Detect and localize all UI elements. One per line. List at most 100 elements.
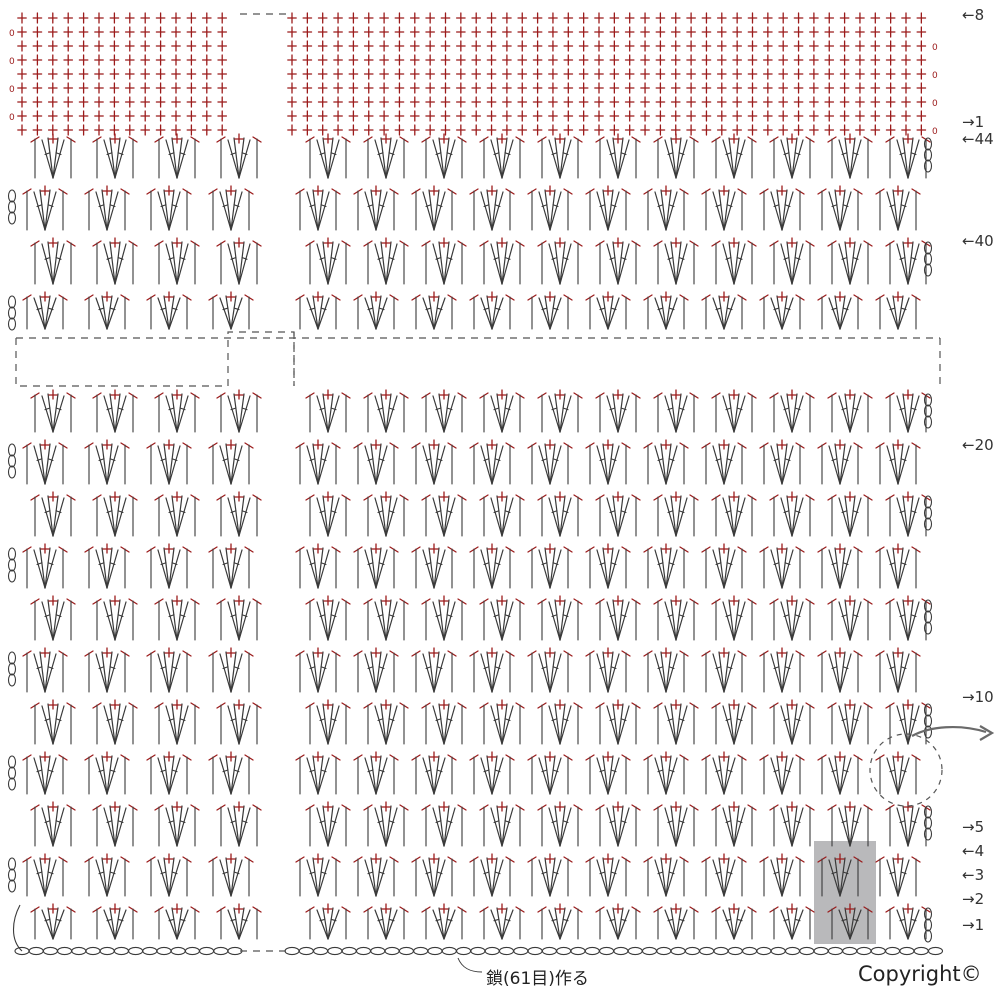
sc-stitch	[317, 12, 328, 24]
sc-stitch	[655, 26, 666, 38]
sc-stitch	[17, 54, 27, 66]
chain-stitch	[170, 946, 186, 956]
sc-stitch	[916, 54, 927, 66]
sc-stitch	[870, 40, 881, 52]
repeat-highlight	[814, 841, 876, 944]
sc-stitch	[609, 68, 620, 80]
sc-stitch	[409, 40, 420, 52]
sc-stitch	[302, 68, 313, 80]
sc-stitch	[47, 124, 58, 136]
sc-stitch	[17, 40, 27, 52]
fan-stitch	[711, 133, 757, 179]
fan-stitch	[216, 801, 262, 847]
fan-stitch	[885, 237, 931, 285]
sc-stitch	[171, 96, 181, 108]
sc-stitch	[793, 68, 804, 80]
row-label-20: ←20	[962, 436, 994, 454]
chain-stitch	[570, 946, 586, 956]
sc-stitch	[32, 110, 43, 122]
sc-stitch	[578, 96, 589, 108]
sc-stitch	[140, 68, 151, 80]
sc-stitch	[716, 96, 727, 108]
sc-stitch	[624, 124, 635, 136]
fan-stitch	[30, 491, 76, 537]
sc-stitch	[716, 68, 727, 80]
fan-stitch	[353, 291, 399, 330]
sc-stitch	[916, 82, 927, 94]
sc-stitch	[885, 82, 896, 94]
sc-stitch	[124, 110, 135, 122]
fan-stitch	[643, 647, 689, 693]
sc-stitch	[333, 110, 343, 122]
sc-stitch	[317, 82, 328, 94]
sc-stitch	[47, 12, 58, 24]
sc-stitch	[47, 82, 58, 94]
sc-stitch	[548, 110, 558, 122]
sc-stitch	[655, 110, 666, 122]
chain-stitch	[441, 946, 457, 956]
fan-stitch	[92, 903, 138, 940]
chain-stitch	[313, 946, 329, 956]
sc-stitch	[440, 124, 451, 136]
sc-stitch	[440, 26, 451, 38]
sc-stitch	[870, 68, 881, 80]
sc-stitch	[670, 26, 681, 38]
sc-stitch	[440, 82, 451, 94]
fan-stitch	[701, 543, 747, 589]
sc-stitch	[839, 96, 850, 108]
sc-stitch	[686, 82, 696, 94]
sc-stitch	[124, 40, 135, 52]
fan-stitch	[537, 595, 583, 641]
sc-stitch	[471, 54, 482, 66]
sc-stitch	[409, 82, 420, 94]
sc-stitch	[855, 110, 865, 122]
foundation-chain	[12, 904, 944, 973]
sc-stitch	[763, 110, 773, 122]
sc-stitch	[563, 96, 574, 108]
fan-stitch	[479, 133, 525, 179]
sc-stitch	[455, 54, 466, 66]
fan-stitch	[885, 491, 931, 537]
sc-stitch	[763, 54, 773, 66]
sc-stitch	[394, 26, 405, 38]
fan-stitch	[585, 185, 631, 231]
sc-stitch	[317, 110, 328, 122]
fan-stitch	[585, 647, 631, 693]
sc-stitch	[824, 68, 835, 80]
sc-stitch	[78, 96, 89, 108]
chain-stitch	[28, 946, 44, 956]
sc-stitch	[94, 40, 104, 52]
sc-stitch	[440, 12, 451, 24]
sc-stitch	[548, 96, 558, 108]
sc-stitch	[640, 96, 650, 108]
sc-stitch	[201, 68, 212, 80]
sc-stitch	[640, 26, 650, 38]
sc-stitch	[47, 26, 58, 38]
fan-stitch	[30, 389, 76, 433]
fan-stitch	[817, 853, 863, 897]
fan-stitch	[643, 751, 689, 795]
sc-stitch	[732, 124, 742, 136]
fan-stitch	[421, 699, 467, 745]
sc-stitch	[32, 54, 43, 66]
fan-stitch	[469, 543, 515, 589]
sc-stitch	[716, 40, 727, 52]
fan-stitch	[537, 389, 583, 433]
sc-stitch	[394, 82, 405, 94]
sc-stitch	[640, 124, 650, 136]
sc-stitch	[140, 40, 151, 52]
chain-stitch	[199, 946, 215, 956]
sc-stitch	[640, 82, 650, 94]
fan-stitch	[885, 903, 931, 940]
sc-stitch	[747, 68, 758, 80]
fan-stitch	[527, 751, 573, 795]
sc-stitch	[17, 68, 27, 80]
sc-stitch	[455, 26, 466, 38]
sc-stitch	[32, 68, 43, 80]
sc-stitch	[548, 68, 558, 80]
fan-stitch	[537, 903, 583, 940]
sc-stitch	[333, 82, 343, 94]
chain-stitch	[341, 946, 357, 956]
chain-stitch	[799, 946, 815, 956]
